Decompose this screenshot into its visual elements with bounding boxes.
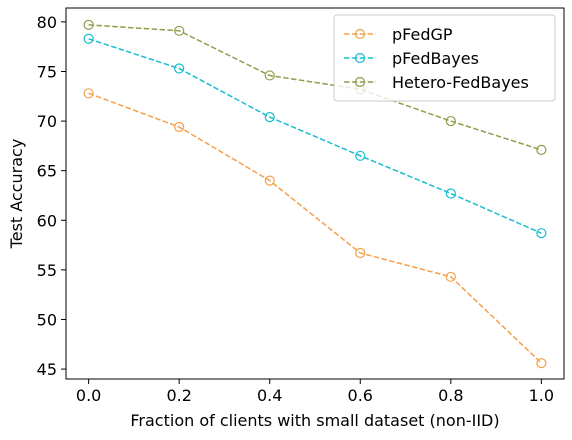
data-point — [536, 358, 547, 369]
legend: pFedGP pFedBayes Hetero-FedBayes — [333, 14, 556, 102]
x-tick-label: 0.8 — [438, 386, 463, 405]
data-point — [174, 121, 185, 133]
x-tick-label: 0.2 — [166, 386, 191, 405]
data-point — [355, 150, 366, 161]
y-tick-label: 80 — [37, 13, 57, 32]
series-pfedbayes — [83, 33, 547, 239]
data-point — [355, 247, 366, 259]
data-point — [83, 33, 94, 44]
data-point — [445, 188, 456, 199]
data-point — [264, 175, 275, 186]
data-point — [536, 144, 547, 155]
x-tick-label: 1.0 — [529, 386, 554, 405]
data-point — [445, 115, 456, 127]
legend-label: pFedGP — [392, 25, 453, 44]
x-tick-label: 0.0 — [76, 386, 101, 405]
legend-box — [333, 14, 556, 102]
y-tick-label: 75 — [37, 62, 57, 81]
y-tick-label: 50 — [37, 310, 57, 329]
legend-label: Hetero-FedBayes — [392, 73, 529, 92]
legend-label: pFedBayes — [392, 49, 479, 68]
plot-frame — [65, 7, 565, 380]
data-point — [174, 63, 185, 74]
legend-marker — [354, 28, 366, 40]
data-point — [536, 228, 547, 239]
series-line — [88, 24, 542, 151]
y-tick-label: 55 — [37, 261, 57, 280]
series-line — [88, 92, 542, 364]
y-tick-label: 45 — [37, 360, 57, 379]
x-axis-label: Fraction of clients with small dataset (… — [130, 411, 499, 430]
data-point — [264, 70, 275, 81]
series-pfedgp — [83, 88, 547, 369]
series-line — [88, 38, 542, 234]
x-tick-label: 0.4 — [257, 386, 282, 405]
y-tick-label: 65 — [37, 162, 57, 181]
legend-marker — [354, 76, 366, 88]
data-point — [83, 88, 94, 99]
data-point — [174, 25, 185, 36]
axis-ticks: 0.0 0.2 0.4 0.6 0.8 1.0 45 50 55 60 65 70 75 80 — [37, 13, 554, 405]
y-axis-label: Test Accuracy — [7, 139, 26, 250]
x-tick-label: 0.6 — [348, 386, 373, 405]
y-tick-label: 60 — [37, 211, 57, 230]
data-point — [445, 271, 456, 282]
y-tick-label: 70 — [37, 112, 57, 131]
data-point — [264, 112, 275, 123]
legend-marker — [354, 52, 366, 64]
data-point — [83, 19, 94, 30]
